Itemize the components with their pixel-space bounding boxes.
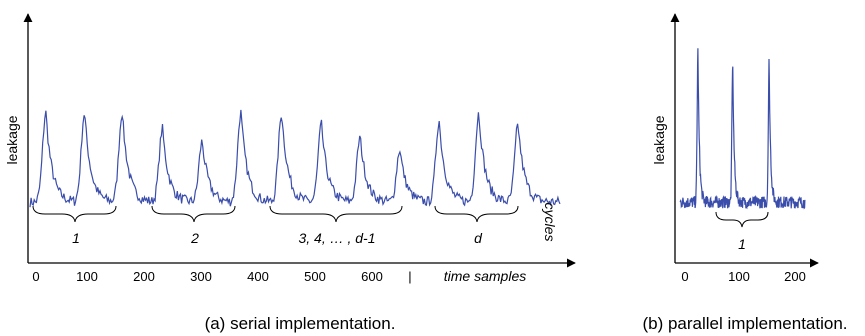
- panel-b-trace: [679, 48, 806, 210]
- panel-a-x-label: time samples: [444, 268, 526, 284]
- panel-a-brace-3: [269, 205, 403, 223]
- panel-a-group-label-2: 2: [190, 230, 199, 246]
- panel-b-x-tick-100: 100: [728, 269, 750, 284]
- panel-b-x-tick-200: 200: [784, 269, 806, 284]
- panel-a-x-tick-300: 300: [190, 269, 212, 284]
- panel-a-x-tick-600: 600: [361, 269, 383, 284]
- panel-a-x-tick-100: 100: [76, 269, 98, 284]
- panel-a-brace-2: [151, 205, 236, 223]
- panel-b-y-label: leakage: [651, 115, 667, 164]
- panel-b-caption: (b) parallel implementation.: [642, 314, 847, 333]
- panel-a-group-label-4: d: [474, 230, 483, 246]
- panel-a-brace-1: [32, 205, 117, 223]
- panel-a-cycles-label: cycles: [542, 203, 558, 242]
- panel-a-trace: [29, 109, 561, 208]
- panel-b-x-tick-0: 0: [681, 269, 688, 284]
- panel-b: leakage 1 0 100 200 (b) parallel impleme…: [642, 13, 848, 333]
- panel-a-x-tick-400: 400: [247, 269, 269, 284]
- panel-a-x-tick-500: 500: [304, 269, 326, 284]
- panel-a: leakage 1 2 3, 4, … , d-1 d cycles 0 100…: [4, 13, 576, 333]
- panel-a-x-tick-break: |: [408, 269, 411, 284]
- panel-b-group-label-1: 1: [738, 236, 746, 252]
- panel-b-brace-1: [715, 211, 769, 228]
- panel-a-caption: (a) serial implementation.: [205, 314, 396, 333]
- panel-a-y-label: leakage: [4, 115, 20, 164]
- panel-a-group-label-1: 1: [72, 230, 80, 246]
- panel-a-brace-4: [434, 205, 519, 223]
- panel-a-x-tick-0: 0: [32, 269, 39, 284]
- panel-a-x-tick-200: 200: [133, 269, 155, 284]
- panel-a-group-label-3: 3, 4, … , d-1: [298, 230, 375, 246]
